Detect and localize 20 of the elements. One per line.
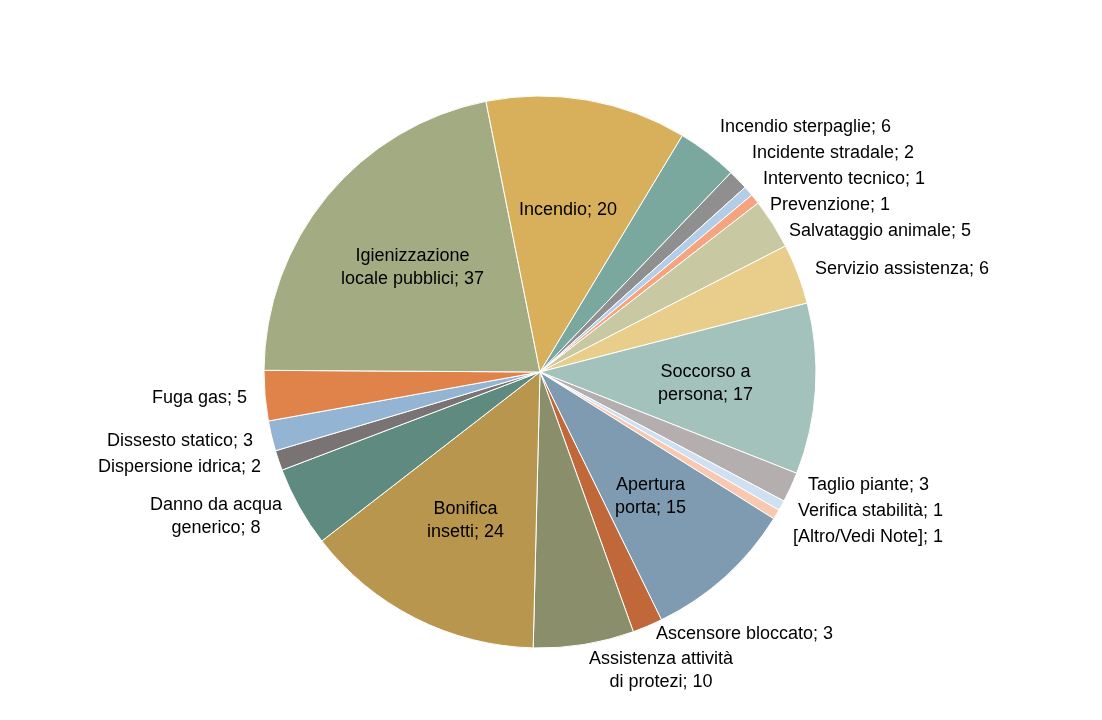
slice-label: Prevenzione; 1 (770, 194, 891, 214)
slice-label: Assistenza attività di protezi; 10 (589, 648, 735, 692)
slice-label: Servizio assistenza; 6 (815, 258, 990, 278)
slice-label: Dispersione idrica; 2 (98, 456, 262, 476)
slice-label: Incidente stradale; 2 (752, 142, 915, 162)
slice-label: Soccorso a persona; 17 (658, 361, 754, 405)
slice-label: Danno da acqua generico; 8 (150, 494, 284, 538)
slice-label: Verifica stabilità; 1 (798, 500, 944, 520)
slice-label: Fuga gas; 5 (152, 387, 248, 407)
slice-label: Bonifica insetti; 24 (427, 498, 505, 542)
slice-label: Dissesto statico; 3 (107, 430, 254, 450)
slice-label: [Altro/Vedi Note]; 1 (793, 526, 944, 546)
slice-label: Taglio piante; 3 (808, 474, 930, 494)
slice-label: Incendio; 20 (519, 199, 618, 219)
slice-label: Igienizzazione locale pubblici; 37 (341, 245, 485, 289)
slice-label: Apertura porta; 15 (615, 474, 687, 518)
slice-label: Salvataggio animale; 5 (789, 220, 972, 240)
slice-label: Incendio sterpaglie; 6 (720, 116, 892, 136)
slice-label: Ascensore bloccato; 3 (656, 623, 834, 643)
slice-label: Intervento tecnico; 1 (763, 168, 926, 188)
